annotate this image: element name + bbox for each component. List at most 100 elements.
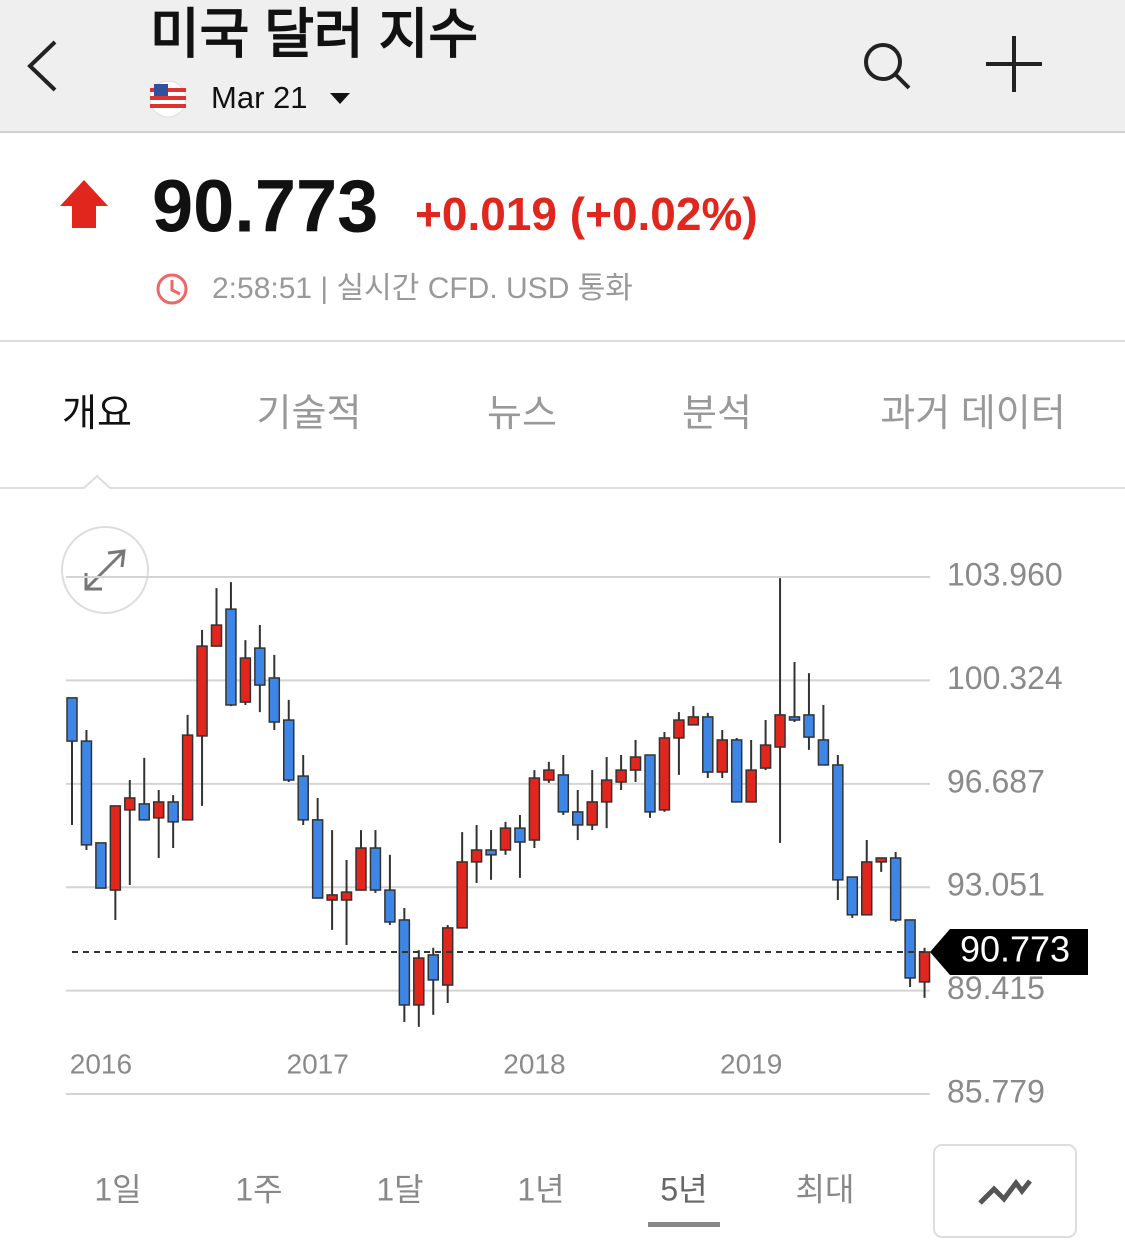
last-price-tag bbox=[930, 928, 1088, 975]
search-button[interactable] bbox=[864, 43, 911, 90]
candle-body bbox=[514, 827, 526, 843]
candle-body bbox=[95, 842, 107, 889]
candle-body bbox=[629, 756, 642, 771]
candle-body bbox=[427, 954, 439, 981]
plot: 85.779 89.415 93.051 96.687 100.324 103.960 20… bbox=[66, 556, 1088, 1109]
candle-body bbox=[109, 805, 122, 891]
candle-body bbox=[803, 714, 815, 738]
tab[interactable]: 뉴스 bbox=[487, 393, 557, 435]
candle-body bbox=[528, 777, 541, 841]
status: 2:58:51 | 실시간 CFD. USD 통화 bbox=[212, 272, 633, 305]
last-price-label: 90.773 bbox=[960, 929, 1070, 970]
candle-body bbox=[759, 744, 772, 769]
candle-body bbox=[774, 714, 786, 748]
candle-body bbox=[557, 774, 570, 813]
price: 90.773 bbox=[152, 165, 378, 248]
candle-body bbox=[716, 739, 728, 773]
y-tick-label: 89.415 bbox=[947, 970, 1045, 1006]
candle-body bbox=[355, 847, 367, 891]
y-tick-label: 103.960 bbox=[947, 556, 1063, 592]
candle-body bbox=[730, 739, 743, 803]
candle-body bbox=[124, 797, 136, 811]
tab[interactable]: 분석 bbox=[682, 393, 752, 435]
candle-body bbox=[413, 957, 425, 1006]
range-underline bbox=[648, 1222, 720, 1227]
x-tick-label: 2017 bbox=[287, 1048, 349, 1079]
title: 미국 달러 지수 bbox=[150, 4, 478, 64]
candle-body bbox=[485, 849, 497, 856]
clock-icon bbox=[156, 273, 188, 305]
back-button[interactable] bbox=[27, 40, 57, 92]
expand-button[interactable] bbox=[61, 526, 149, 614]
candle-body bbox=[369, 847, 382, 891]
candle-body bbox=[817, 739, 830, 766]
candle-body bbox=[702, 716, 714, 773]
candle-body bbox=[644, 754, 656, 813]
tab[interactable]: 기술적 bbox=[257, 393, 362, 435]
candle-body bbox=[297, 775, 309, 821]
candle-body bbox=[152, 801, 165, 819]
y-tick-label: 93.051 bbox=[947, 867, 1045, 903]
price-change: +0.019 (+0.02%) bbox=[415, 188, 758, 240]
candle-body bbox=[615, 769, 627, 783]
top-bar bbox=[0, 0, 1125, 132]
candle-body bbox=[181, 734, 194, 821]
flag bbox=[149, 80, 187, 118]
date[interactable]: Mar 21 bbox=[211, 80, 307, 115]
add-button[interactable] bbox=[986, 36, 1042, 92]
range-button[interactable]: 1주 bbox=[235, 1171, 282, 1207]
candle-body bbox=[875, 857, 887, 863]
candle-body bbox=[470, 849, 483, 863]
candle-body bbox=[66, 697, 78, 742]
candle-body bbox=[268, 677, 281, 723]
candle-body bbox=[861, 861, 873, 916]
y-tick-label: 100.324 bbox=[947, 660, 1063, 696]
tab[interactable]: 개요 bbox=[62, 393, 132, 435]
candle-body bbox=[80, 740, 93, 846]
candle-body bbox=[788, 716, 801, 721]
candle-body bbox=[904, 919, 916, 979]
candle-body bbox=[311, 819, 324, 899]
candle-body bbox=[196, 645, 208, 737]
candle-body bbox=[254, 647, 266, 686]
range-button[interactable]: 1년 bbox=[517, 1171, 564, 1207]
candle-body bbox=[210, 624, 223, 647]
candle-body bbox=[441, 927, 454, 986]
tab[interactable]: 과거 데이터 bbox=[880, 393, 1065, 435]
x-tick-label: 2016 bbox=[70, 1048, 132, 1079]
candle-body bbox=[543, 769, 555, 781]
range-button[interactable]: 최대 bbox=[796, 1171, 855, 1207]
candle-body bbox=[225, 608, 237, 706]
candle-body bbox=[687, 716, 700, 726]
candle-body bbox=[673, 719, 685, 739]
candle-body bbox=[846, 876, 859, 916]
candle-body bbox=[586, 801, 598, 826]
candle-body bbox=[283, 719, 295, 781]
candle-body bbox=[745, 769, 757, 803]
y-tick-label: 85.779 bbox=[947, 1073, 1045, 1109]
candle-body bbox=[658, 737, 671, 811]
candle-body bbox=[889, 857, 902, 921]
candle-body bbox=[398, 919, 411, 1006]
candle-body bbox=[340, 891, 353, 901]
dropdown-arrow[interactable] bbox=[330, 93, 350, 104]
candle-body bbox=[499, 827, 512, 851]
candle-body bbox=[384, 889, 396, 923]
candle-body bbox=[832, 764, 844, 881]
candle-body bbox=[167, 801, 179, 823]
range-button[interactable]: 5년 bbox=[660, 1171, 707, 1207]
candle-body bbox=[138, 803, 150, 821]
range-button[interactable]: 1달 bbox=[376, 1171, 423, 1207]
tab-indicator bbox=[0, 474, 1125, 489]
range-button[interactable]: 1일 bbox=[94, 1171, 141, 1207]
candle-body bbox=[326, 894, 338, 901]
chart-type-button[interactable] bbox=[933, 1144, 1077, 1238]
x-tick-label: 2018 bbox=[503, 1048, 565, 1079]
x-tick-label: 2019 bbox=[720, 1048, 782, 1079]
candle-body bbox=[239, 657, 252, 703]
candle-body bbox=[456, 861, 468, 929]
candle-body bbox=[600, 779, 613, 803]
up-arrow bbox=[60, 180, 108, 228]
